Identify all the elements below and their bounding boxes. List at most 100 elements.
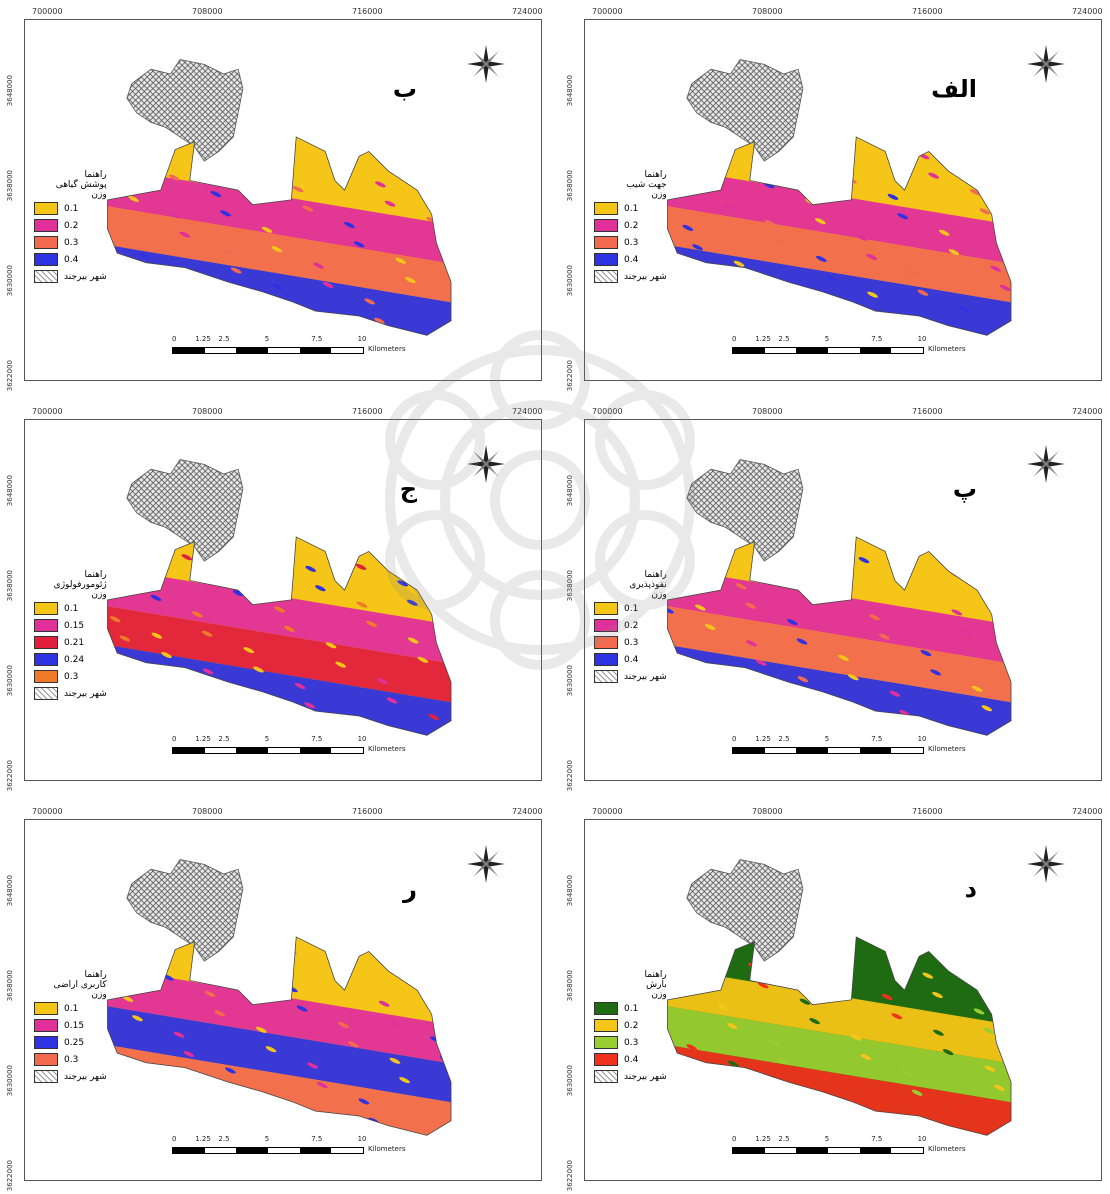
legend-swatch: [34, 670, 58, 683]
zone-patch: [375, 181, 386, 188]
zone-patch: [684, 721, 696, 728]
zone-patch: [766, 716, 778, 723]
y-tick-label: 3630000: [566, 265, 574, 297]
zone-patch: [794, 315, 806, 322]
map-panel-dal: 700000 708000 716000 724000 3648000 3638000 36…: [562, 805, 1107, 1191]
legend-item: 0.15: [34, 617, 107, 634]
zone-patch: [142, 1072, 154, 1079]
scale-unit: Kilometers: [928, 345, 966, 353]
legend-swatch: [34, 202, 58, 215]
scale-label: 7.5: [871, 735, 883, 743]
zone-patch: [202, 668, 214, 675]
legend-item: 0.3: [594, 1034, 667, 1051]
map-frame: [24, 419, 542, 781]
zone-patch: [243, 647, 255, 654]
zone-fill: [667, 161, 1012, 268]
zone-patch: [999, 284, 1011, 291]
zone-patch: [817, 578, 829, 585]
legend-value: 0.1: [64, 603, 79, 614]
city-area: [686, 59, 804, 162]
y-tick-label: 3648000: [566, 75, 574, 107]
zone-patch: [140, 575, 152, 582]
zone-patch: [347, 1041, 359, 1048]
zone-patch: [994, 1084, 1005, 1091]
zone-patch: [417, 656, 429, 663]
zone-patch: [667, 967, 677, 974]
zone-patch: [323, 319, 335, 326]
legend-item-city: شهر بیرجند: [34, 1068, 107, 1085]
x-tick-label: 708000: [192, 7, 223, 16]
legend-title: ژئومورفولوژی: [53, 580, 107, 590]
zone-patch: [990, 265, 1001, 272]
zone-patch: [951, 609, 963, 616]
legend-swatch: [34, 636, 58, 649]
zone-patch: [282, 303, 293, 310]
scale-label: 2.5: [778, 1135, 790, 1143]
zone-fill: [107, 561, 452, 668]
scale-label: 5: [264, 335, 270, 343]
x-tick-label: 724000: [1072, 807, 1103, 816]
zone-patch: [819, 1075, 831, 1082]
legend-value: 0.3: [624, 237, 639, 248]
legend-item-city: شهر بیرجند: [34, 268, 107, 285]
zone-patch: [900, 573, 911, 580]
zone-patch: [727, 1060, 739, 1067]
zone-patch: [194, 1108, 205, 1115]
zone-patch: [397, 580, 408, 587]
zone-patch: [979, 208, 991, 215]
legend-item: 0.2: [594, 217, 667, 234]
zone-patch: [214, 1010, 226, 1017]
legend-weight-label: وزن: [91, 990, 107, 1000]
scale-label: 7.5: [311, 735, 323, 743]
zone-patch: [376, 678, 388, 685]
zone-patch: [358, 1098, 370, 1105]
legend-header: راهنما: [84, 570, 107, 580]
legend-value: 0.15: [64, 1020, 85, 1031]
legend-swatch: [594, 1036, 618, 1049]
legend-header: راهنما: [644, 170, 667, 180]
zone-patch: [897, 213, 908, 220]
legend-swatch: [594, 653, 618, 666]
legend-item-city: شهر بیرجند: [594, 1068, 667, 1085]
x-tick-label: 716000: [912, 7, 943, 16]
zone-patch: [210, 191, 222, 198]
map-canvas: [107, 459, 452, 736]
zone-patch: [245, 969, 257, 976]
scale-label: 0: [172, 735, 177, 743]
map-panel-be: 700000 708000 716000 724000 3648000 3638000 36…: [2, 5, 547, 391]
legend-value: 0.25: [64, 1037, 85, 1048]
zone-patch: [969, 189, 981, 196]
zone-patch: [353, 241, 365, 248]
zone-patch: [675, 987, 687, 994]
scale-label: 0: [732, 1135, 737, 1143]
zone-patch: [930, 669, 941, 676]
map-canvas: [667, 459, 1012, 736]
zone-patch: [726, 1022, 738, 1029]
zone-patch: [725, 700, 736, 707]
x-tick-label: 716000: [352, 807, 383, 816]
zone-patch: [294, 682, 306, 689]
zone-patch: [107, 1093, 113, 1100]
zone-patch: [388, 1020, 400, 1027]
zone-patch: [911, 1089, 923, 1096]
legend-item: 0.4: [594, 251, 667, 268]
zone-patch: [111, 1112, 123, 1119]
legend-item: 0.1: [594, 1000, 667, 1017]
scale-label: 7.5: [311, 335, 323, 343]
legend-item: 0.15: [34, 1017, 107, 1034]
scale-label: 2.5: [218, 1135, 230, 1143]
scale-label: 5: [824, 735, 830, 743]
zone-patch: [984, 1065, 996, 1072]
zone-patch: [344, 221, 355, 229]
scale-bar: 0 1.25 2.5 5 7.5 10 Kilometers: [732, 1135, 965, 1154]
zone-patch: [948, 249, 960, 256]
zone-fill: [107, 999, 452, 1107]
scale-label: 10: [917, 335, 927, 343]
scale-label: 7.5: [871, 1135, 883, 1143]
zone-patch: [867, 291, 878, 298]
zone-patch: [971, 685, 983, 692]
y-tick-label: 3638000: [566, 570, 574, 602]
legend-hatch-swatch: [594, 1070, 618, 1083]
x-tick-label: 716000: [352, 407, 383, 416]
legend-item: 0.3: [34, 234, 107, 251]
